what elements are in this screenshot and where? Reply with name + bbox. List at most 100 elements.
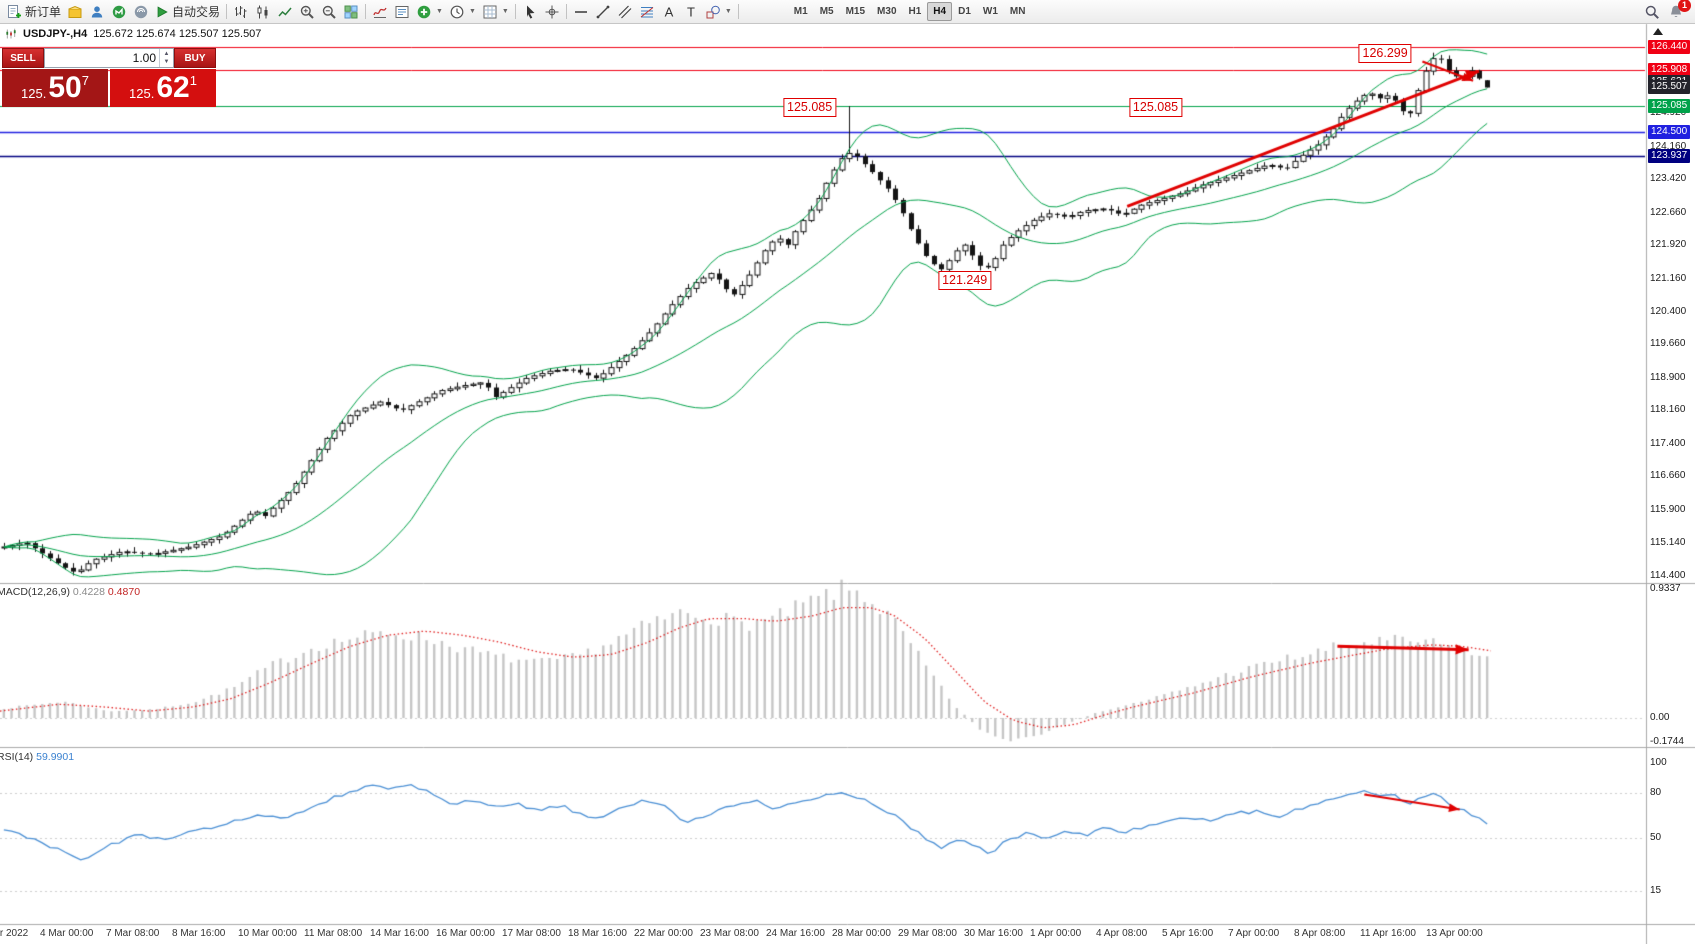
- shapes-tool-button[interactable]: ▼: [702, 2, 735, 22]
- grid-icon: [483, 5, 497, 18]
- rsi-value: 59.9901: [36, 751, 75, 763]
- sell-button[interactable]: SELL: [2, 48, 44, 68]
- horizontal-line-tool-button[interactable]: [570, 2, 592, 22]
- volume-field[interactable]: 1.00 ▲ ▼: [44, 48, 174, 68]
- timeframe-button-m1[interactable]: M1: [793, 6, 808, 17]
- trendline-icon: [596, 5, 610, 18]
- price-tick-label: 115.140: [1650, 537, 1686, 549]
- new-order-button[interactable]: 新订单: [3, 2, 64, 22]
- candlestick-chart-button[interactable]: [252, 2, 274, 22]
- scroll-to-end-icon[interactable]: [1653, 28, 1663, 35]
- price-annotation[interactable]: 125.085: [783, 97, 837, 117]
- signals-button[interactable]: [130, 2, 152, 22]
- time-axis-label: 24 Mar 16:00: [766, 928, 825, 939]
- metaeditor-button[interactable]: [64, 2, 86, 22]
- bar-chart-button[interactable]: [230, 2, 252, 22]
- price-annotation[interactable]: 126.299: [1358, 43, 1412, 63]
- market-button[interactable]: [108, 2, 130, 22]
- chart-header: USDJPY-,H4 125.672 125.674 125.507 125.5…: [5, 28, 261, 40]
- period-clock-button[interactable]: ▼: [446, 2, 479, 22]
- timeframe-button-d1[interactable]: D1: [958, 6, 971, 17]
- timeframe-button-h1[interactable]: H1: [908, 6, 922, 17]
- timeframe-button-h4[interactable]: H4: [927, 2, 953, 21]
- time-axis-label: 22 Mar 00:00: [634, 928, 693, 939]
- time-axis-label: 8 Mar 16:00: [172, 928, 226, 939]
- channel-tool-button[interactable]: [614, 2, 636, 22]
- timeframe-button-mn[interactable]: MN: [1009, 6, 1026, 17]
- tile-windows-button[interactable]: [340, 2, 362, 22]
- community-button[interactable]: [86, 2, 108, 22]
- time-axis-label: 29 Mar 08:00: [898, 928, 957, 939]
- price-annotation[interactable]: 125.085: [1128, 97, 1183, 117]
- macd-name: MACD(12,26,9): [0, 586, 70, 598]
- text-tool-button[interactable]: A: [658, 2, 680, 22]
- chart-symbol-period: USDJPY-,H4: [23, 28, 88, 40]
- sell-price-button[interactable]: 125. 50 7: [2, 69, 108, 107]
- price-level-label: 125.908: [1648, 62, 1691, 77]
- add-indicator-button[interactable]: ▼: [413, 2, 446, 22]
- timeframe-button-w1[interactable]: W1: [982, 6, 998, 17]
- algo-trading-button[interactable]: 自动交易: [152, 2, 223, 22]
- price-axis[interactable]: 124.920124.160123.420122.660121.920121.1…: [1648, 24, 1695, 926]
- macd-axis-label: 0.9337: [1650, 583, 1681, 595]
- algo-trading-play-icon: [157, 5, 168, 18]
- clock-icon: [450, 5, 464, 18]
- price-tick-label: 117.400: [1650, 437, 1686, 449]
- buy-price-button[interactable]: 125. 62 1: [110, 69, 216, 107]
- price-level-label: 126.440: [1648, 39, 1691, 54]
- toolbar-right-group: 1: [1644, 0, 1692, 20]
- notifications-button[interactable]: 1: [1668, 0, 1691, 20]
- price-level-label: 124.500: [1648, 124, 1691, 139]
- text-a-icon: A: [665, 4, 674, 19]
- zoom-out-icon: [322, 5, 336, 19]
- buy-price-prefix: 125.: [129, 86, 155, 101]
- timeframe-button-m15[interactable]: M15: [845, 6, 866, 17]
- time-axis-label: 1 Apr 00:00: [1030, 928, 1082, 939]
- timeframe-button-m5[interactable]: M5: [819, 6, 834, 17]
- time-axis-label: 10 Mar 00:00: [238, 928, 297, 939]
- time-axis-label: 23 Mar 08:00: [700, 928, 759, 939]
- time-axis-label: 18 Mar 16:00: [568, 928, 627, 939]
- time-axis-label: 11 Apr 16:00: [1360, 928, 1416, 939]
- price-tick-label: 121.920: [1650, 239, 1687, 251]
- channel-icon: [618, 5, 632, 18]
- rsi-axis-label: 50: [1650, 832, 1662, 843]
- sell-price-prefix: 125.: [21, 86, 47, 101]
- zoom-out-button[interactable]: [318, 2, 340, 22]
- new-order-label: 新订单: [25, 5, 62, 19]
- objects-list-button[interactable]: [391, 2, 413, 22]
- cursor-button[interactable]: [519, 2, 541, 22]
- buy-price-pip-digit: 1: [189, 73, 197, 88]
- time-axis-label: 28 Mar 00:00: [832, 928, 891, 939]
- buy-button[interactable]: BUY: [174, 48, 216, 68]
- price-tick-label: 115.900: [1650, 503, 1686, 515]
- price-tick-label: 116.660: [1650, 470, 1686, 482]
- volume-down-icon[interactable]: ▼: [163, 59, 170, 65]
- zoom-in-button[interactable]: [296, 2, 318, 22]
- search-icon[interactable]: [1644, 4, 1660, 20]
- volume-stepper[interactable]: ▲ ▼: [159, 49, 173, 67]
- trendline-tool-button[interactable]: [592, 2, 614, 22]
- time-axis-label: 5 Apr 16:00: [1162, 928, 1214, 939]
- indicators-button[interactable]: [369, 2, 391, 22]
- price-tick-label: 120.400: [1650, 305, 1687, 317]
- sell-price-big-digits: 50: [48, 71, 82, 104]
- crosshair-button[interactable]: [541, 2, 563, 22]
- candlestick-chart-icon: [257, 5, 268, 18]
- label-tool-button[interactable]: T: [680, 2, 702, 22]
- price-annotation[interactable]: 121.249: [938, 271, 992, 291]
- dropdown-caret-icon: ▼: [501, 8, 509, 15]
- grid-button[interactable]: ▼: [479, 2, 512, 22]
- time-axis[interactable]: Mar 2022 4 Mar 00:00 7 Mar 08:00 8 Mar 16:0…: [0, 926, 1645, 944]
- line-chart-button[interactable]: [274, 2, 296, 22]
- volume-value[interactable]: 1.00: [132, 51, 156, 65]
- toolbar-separator: [226, 4, 228, 19]
- dropdown-caret-icon: ▼: [724, 8, 732, 15]
- price-level-label: 123.937: [1648, 149, 1691, 164]
- fibonacci-tool-button[interactable]: [636, 2, 658, 22]
- toolbar-separator: [737, 4, 739, 19]
- timeframe-button-m30[interactable]: M30: [877, 6, 897, 17]
- volume-up-icon[interactable]: ▲: [163, 51, 170, 57]
- algo-trading-label: 自动交易: [172, 5, 221, 19]
